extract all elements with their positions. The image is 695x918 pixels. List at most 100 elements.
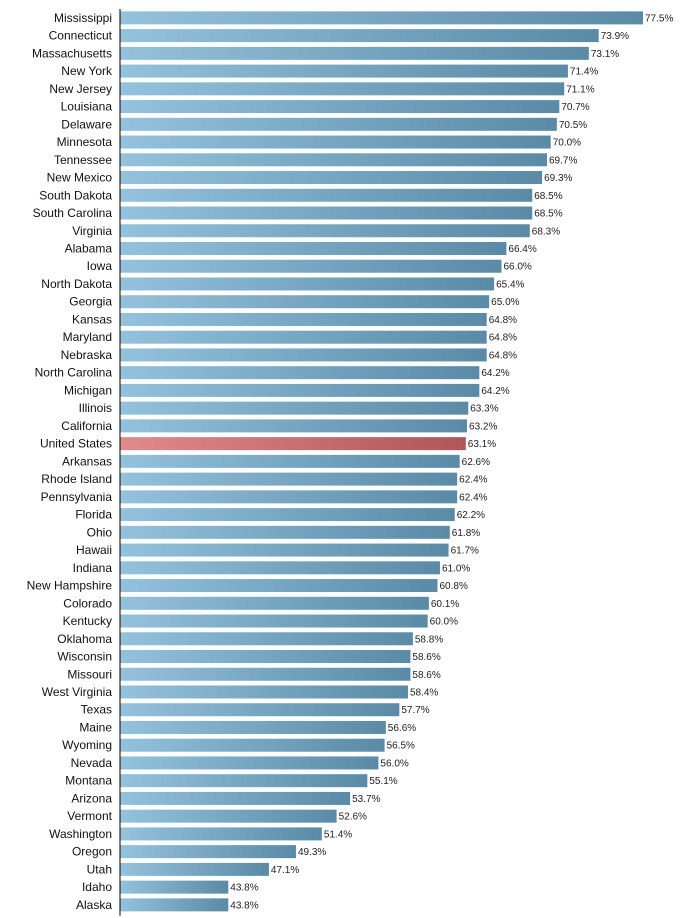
category-label-west-virginia: West Virginia [42, 685, 113, 699]
value-label-kansas: 64.8% [489, 315, 517, 326]
category-label-hawaii: Hawaii [76, 543, 112, 557]
category-label-missouri: Missouri [67, 667, 112, 681]
value-label-nebraska: 64.8% [489, 350, 517, 361]
bar-georgia [120, 295, 490, 309]
value-label-nevada: 56.0% [380, 758, 408, 769]
category-label-north-carolina: North Carolina [35, 366, 113, 380]
bar-idaho [120, 880, 229, 894]
category-label-idaho: Idaho [82, 880, 112, 894]
category-label-maine: Maine [79, 720, 112, 734]
value-label-alabama: 66.4% [508, 244, 536, 255]
bar-south-carolina [120, 206, 533, 220]
bar-south-dakota [120, 188, 533, 202]
value-label-utah: 47.1% [271, 865, 299, 876]
bar-indiana [120, 561, 440, 575]
bar-alabama [120, 241, 507, 255]
bar-oklahoma [120, 632, 413, 646]
category-label-virginia: Virginia [72, 224, 112, 238]
category-label-iowa: Iowa [87, 259, 113, 273]
bar-wyoming [120, 738, 385, 752]
bars-group: Mississippi 77.5% Connecticut 73.9% Massachu… [27, 11, 674, 912]
value-label-connecticut: 73.9% [601, 31, 629, 42]
category-label-nebraska: Nebraska [61, 348, 113, 362]
value-label-new-mexico: 69.3% [544, 173, 572, 184]
category-label-mississippi: Mississippi [54, 11, 112, 25]
bar-minnesota [120, 135, 551, 149]
value-label-wyoming: 56.5% [387, 741, 415, 752]
bar-connecticut [120, 29, 599, 43]
value-label-mississippi: 77.5% [645, 13, 673, 24]
bar-kentucky [120, 614, 428, 628]
value-label-new-hampshire: 60.8% [439, 581, 467, 592]
value-label-florida: 62.2% [457, 510, 485, 521]
category-label-alaska: Alaska [76, 898, 112, 912]
value-label-wisconsin: 58.6% [412, 652, 440, 663]
category-label-kentucky: Kentucky [63, 614, 112, 628]
category-label-new-york: New York [61, 64, 113, 78]
category-label-tennessee: Tennessee [54, 153, 112, 167]
bar-new-jersey [120, 82, 565, 96]
bar-vermont [120, 809, 337, 823]
bar-new-mexico [120, 171, 543, 185]
value-label-new-york: 71.4% [570, 67, 598, 78]
category-label-georgia: Georgia [69, 295, 112, 309]
bar-west-virginia [120, 685, 408, 699]
bar-wisconsin [120, 650, 411, 664]
bar-texas [120, 703, 400, 717]
category-label-south-carolina: South Carolina [33, 206, 113, 220]
category-label-florida: Florida [75, 508, 112, 522]
category-label-united-states: United States [40, 437, 112, 451]
category-label-new-jersey: New Jersey [49, 82, 112, 96]
value-label-virginia: 68.3% [532, 226, 560, 237]
category-label-arizona: Arizona [71, 791, 112, 805]
value-label-colorado: 60.1% [431, 599, 459, 610]
category-label-texas: Texas [81, 703, 112, 717]
value-label-massachusetts: 73.1% [591, 49, 619, 60]
category-label-nevada: Nevada [71, 756, 113, 770]
value-label-idaho: 43.8% [230, 883, 258, 894]
bar-maryland [120, 330, 487, 344]
bar-arkansas [120, 454, 460, 468]
value-label-california: 63.2% [469, 421, 497, 432]
value-label-ohio: 61.8% [452, 528, 480, 539]
value-label-new-jersey: 71.1% [566, 84, 594, 95]
value-label-indiana: 61.0% [442, 563, 470, 574]
bar-illinois [120, 401, 469, 415]
value-label-vermont: 52.6% [339, 812, 367, 823]
bar-maine [120, 720, 386, 734]
category-label-arkansas: Arkansas [62, 454, 112, 468]
value-label-arizona: 53.7% [352, 794, 380, 805]
category-label-wyoming: Wyoming [62, 738, 112, 752]
category-label-massachusetts: Massachusetts [32, 46, 112, 60]
bar-virginia [120, 224, 530, 238]
category-label-indiana: Indiana [73, 561, 113, 575]
value-label-louisiana: 70.7% [561, 102, 589, 113]
category-label-wisconsin: Wisconsin [57, 650, 112, 664]
category-label-california: California [61, 419, 112, 433]
bar-pennsylvania [120, 490, 458, 504]
value-label-hawaii: 61.7% [451, 546, 479, 557]
bar-nevada [120, 756, 379, 770]
bar-new-york [120, 64, 568, 78]
bar-louisiana [120, 100, 560, 114]
bar-arizona [120, 791, 351, 805]
bar-hawaii [120, 543, 449, 557]
bar-mississippi [120, 11, 643, 25]
value-label-iowa: 66.0% [503, 262, 531, 273]
category-label-oklahoma: Oklahoma [57, 632, 112, 646]
value-label-delaware: 70.5% [559, 120, 587, 131]
bar-kansas [120, 312, 487, 326]
category-label-illinois: Illinois [79, 401, 112, 415]
category-label-north-dakota: North Dakota [41, 277, 112, 291]
bar-united-states [120, 437, 466, 451]
value-label-arkansas: 62.6% [462, 457, 490, 468]
bar-rhode-island [120, 472, 458, 486]
category-label-alabama: Alabama [65, 241, 113, 255]
value-label-maine: 56.6% [388, 723, 416, 734]
category-label-rhode-island: Rhode Island [41, 472, 112, 486]
value-label-washington: 51.4% [324, 829, 352, 840]
value-label-rhode-island: 62.4% [459, 475, 487, 486]
bar-utah [120, 862, 269, 876]
value-label-south-carolina: 68.5% [534, 209, 562, 220]
